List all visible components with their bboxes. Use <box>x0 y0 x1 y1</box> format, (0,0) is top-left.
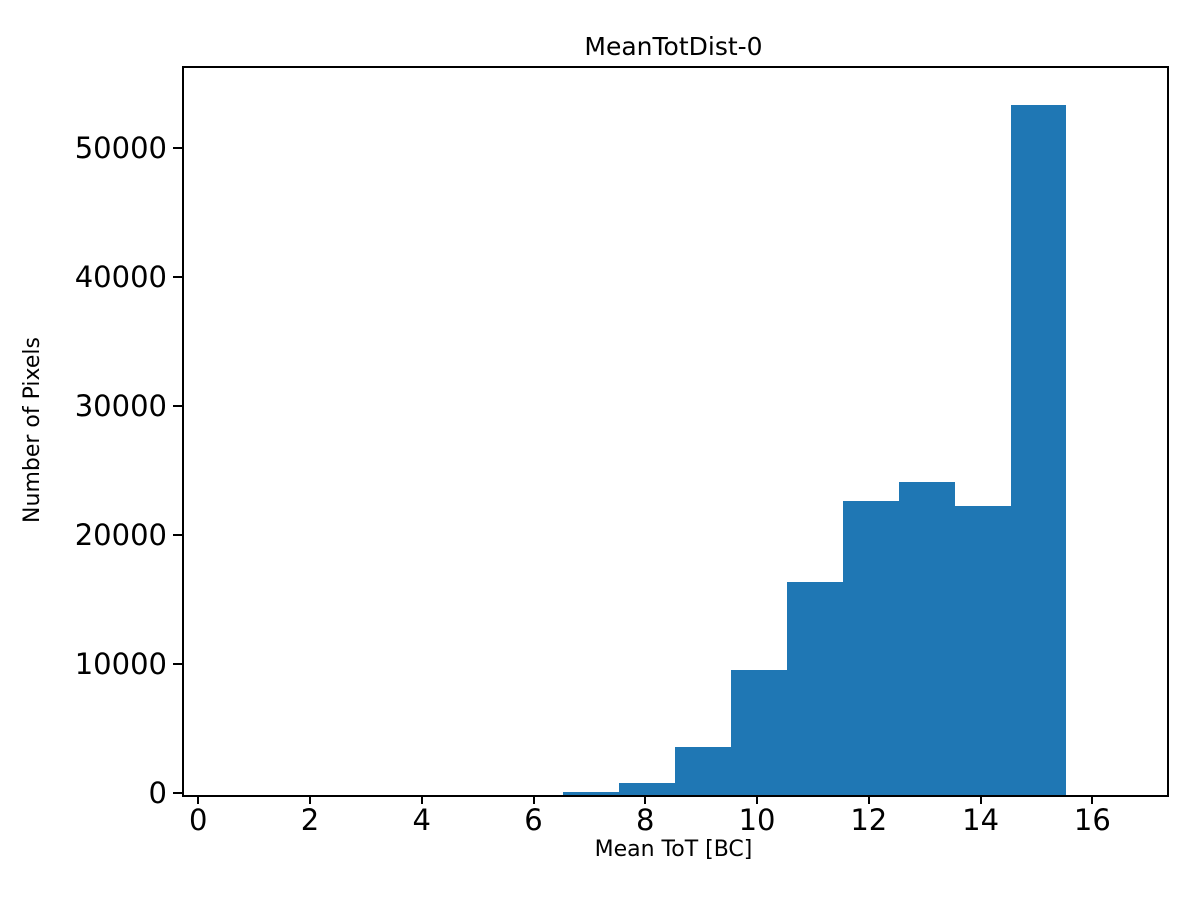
x-tick-label: 6 <box>524 803 543 837</box>
x-tick-mark <box>532 795 535 804</box>
histogram-bar <box>731 669 787 795</box>
x-tick-mark <box>197 795 200 804</box>
y-tick-label: 30000 <box>74 389 167 424</box>
y-tick-label: 20000 <box>74 518 167 553</box>
y-axis-label: Number of Pixels <box>20 337 45 523</box>
histogram-bar <box>898 481 955 795</box>
x-tick-mark <box>756 795 759 804</box>
x-tick-mark <box>867 795 870 804</box>
histogram-bar <box>675 747 732 795</box>
x-tick-mark <box>1091 795 1094 804</box>
y-tick-mark <box>173 276 182 279</box>
histogram-bar <box>954 506 1011 795</box>
x-tick-mark <box>644 795 647 804</box>
x-tick-label: 4 <box>412 803 431 837</box>
x-tick-label: 16 <box>1073 803 1111 837</box>
y-tick-label: 0 <box>148 776 167 810</box>
y-tick-label: 50000 <box>74 131 167 166</box>
x-tick-mark <box>979 795 982 804</box>
chart-title: MeanTotDist-0 <box>584 32 763 61</box>
y-tick-mark <box>173 405 182 408</box>
histogram-bar <box>619 783 676 795</box>
plot-area <box>182 66 1169 797</box>
x-tick-label: 0 <box>188 803 208 837</box>
x-tick-label: 8 <box>636 803 655 837</box>
histogram-bar <box>1010 105 1067 795</box>
y-tick-mark <box>173 534 182 537</box>
histogram-bar <box>842 501 899 795</box>
y-tick-mark <box>173 147 182 150</box>
x-tick-mark <box>308 795 311 804</box>
y-tick-label: 40000 <box>74 260 167 295</box>
x-axis-label: Mean ToT [BC] <box>594 837 753 862</box>
y-tick-mark <box>173 792 182 794</box>
histogram-bar <box>563 792 620 795</box>
histogram-bar <box>786 582 843 795</box>
x-tick-label: 10 <box>738 803 776 837</box>
x-tick-mark <box>420 795 423 804</box>
y-tick-mark <box>173 663 182 666</box>
x-tick-label: 12 <box>850 803 888 837</box>
x-tick-label: 14 <box>962 803 1000 837</box>
x-tick-label: 2 <box>300 803 320 837</box>
y-tick-label: 10000 <box>74 647 167 682</box>
